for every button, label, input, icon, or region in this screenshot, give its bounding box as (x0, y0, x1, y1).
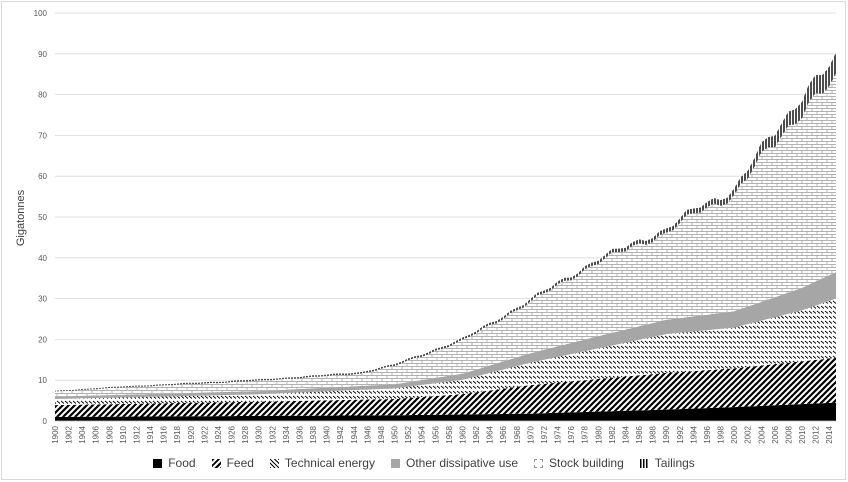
y-axis-label: Gigatonnes (15, 189, 27, 246)
y-tick-label: 80 (38, 91, 47, 100)
x-tick-label: 1966 (499, 425, 508, 443)
x-tick-label: 1982 (608, 425, 617, 443)
y-tick-label: 50 (38, 213, 47, 222)
x-tick-label: 1992 (676, 425, 685, 443)
x-tick-label: 2004 (757, 425, 766, 443)
x-tick-label: 1990 (662, 425, 671, 443)
legend-swatch (211, 459, 221, 469)
x-tick-label: 1970 (526, 425, 535, 443)
area-tailings (55, 52, 836, 392)
x-tick-label: 1930 (255, 425, 264, 443)
legend-label: Tailings (654, 455, 695, 470)
legend-item-stock-building: Stock building (534, 456, 624, 470)
legend-swatch (639, 459, 649, 469)
x-tick-label: 1932 (268, 425, 277, 443)
stacked-area-chart: 0 10 20 30 40 50 60 70 80 90 100 1900 1902 1904 1906 19… (15, 9, 836, 444)
y-tick-label: 60 (38, 172, 47, 181)
x-tick-label: 1976 (567, 425, 576, 443)
x-tick-label: 1926 (228, 425, 237, 443)
x-tick-label: 1968 (513, 425, 522, 443)
legend: Food Feed Technical energy Other dissipativ… (0, 455, 848, 470)
x-tick-label: 1952 (404, 425, 413, 443)
x-tick-label: 1944 (350, 425, 359, 443)
legend-label: Stock building (549, 455, 624, 470)
legend-label: Technical energy (284, 455, 375, 470)
x-tick-label: 1904 (78, 425, 87, 443)
area-stock-building (55, 73, 836, 397)
y-tick-label: 20 (38, 335, 47, 344)
x-tick-label: 1906 (92, 425, 101, 443)
legend-label: Food (168, 455, 196, 470)
x-tick-label: 1964 (486, 425, 495, 443)
x-tick-label: 2014 (825, 425, 834, 443)
legend-label: Other dissipative use (405, 455, 519, 470)
x-tick-label: 1938 (309, 425, 318, 443)
legend-item-food: Food (153, 455, 196, 470)
x-tick-label: 1994 (689, 425, 698, 443)
x-tick-label: 1918 (173, 425, 182, 443)
x-tick-label: 1954 (418, 425, 427, 443)
x-tick-label: 1974 (554, 425, 563, 443)
x-tick-label: 2010 (798, 425, 807, 443)
x-tick-label: 1972 (540, 425, 549, 443)
x-tick-label: 1946 (363, 425, 372, 443)
x-tick-label: 1942 (336, 425, 345, 443)
x-tick-label: 1958 (445, 425, 454, 443)
y-tick-label: 10 (38, 376, 47, 385)
y-tick-label: 40 (38, 254, 47, 263)
x-tick-label: 2006 (771, 425, 780, 443)
legend-item-tailings: Tailings (639, 455, 695, 470)
y-tick-label: 30 (38, 295, 47, 304)
x-tick-label: 1902 (65, 425, 74, 443)
legend-swatch (153, 459, 163, 469)
x-tick-label: 1940 (323, 425, 332, 443)
x-tick-label: 1924 (214, 425, 223, 443)
x-tick-label: 1986 (635, 425, 644, 443)
x-tick-label: 1948 (377, 425, 386, 443)
x-tick-label: 1936 (295, 425, 304, 443)
x-tick-label: 2002 (744, 425, 753, 443)
x-tick-label: 1988 (649, 425, 658, 443)
axes: 0 10 20 30 40 50 60 70 80 90 100 1900 1902 1904 1906 19… (34, 9, 836, 444)
series-areas (55, 52, 836, 421)
y-tick-label: 100 (34, 9, 48, 18)
y-tick-label: 70 (38, 131, 47, 140)
area-feed (55, 357, 836, 417)
x-tick-label: 1960 (458, 425, 467, 443)
x-tick-label: 1910 (119, 425, 128, 443)
legend-item-feed: Feed (211, 455, 254, 470)
x-tick-label: 1956 (431, 425, 440, 443)
x-tick-label: 1916 (160, 425, 169, 443)
legend-swatch (269, 459, 279, 469)
x-tick-label: 1996 (703, 425, 712, 443)
x-tick-label: 1928 (241, 425, 250, 443)
x-tick-label: 1984 (621, 425, 630, 443)
x-tick-label: 1920 (187, 425, 196, 443)
x-tick-label: 2000 (730, 425, 739, 443)
x-tick-label: 2012 (812, 425, 821, 443)
x-tick-label: 1914 (146, 425, 155, 443)
y-tick-label: 0 (43, 417, 48, 426)
x-tick-label: 2008 (784, 425, 793, 443)
legend-item-other-dissipative-use: Other dissipative use (390, 455, 519, 470)
legend-swatch (390, 459, 400, 469)
x-tick-label: 1922 (200, 425, 209, 443)
legend-label: Feed (226, 455, 254, 470)
x-tick-label: 1980 (594, 425, 603, 443)
y-tick-label: 90 (38, 50, 47, 59)
x-tick-label: 1912 (132, 425, 141, 443)
x-tick-label: 1950 (391, 425, 400, 443)
legend-swatch (534, 459, 544, 469)
x-tick-label: 1908 (105, 425, 114, 443)
area-food (55, 402, 836, 421)
x-tick-label: 1962 (472, 425, 481, 443)
area-technical-energy (55, 298, 836, 406)
legend-item-technical-energy: Technical energy (269, 455, 375, 470)
x-tick-label: 1978 (581, 425, 590, 443)
x-tick-label: 1934 (282, 425, 291, 443)
x-tick-label: 1998 (717, 425, 726, 443)
x-tick-label: 1900 (51, 425, 60, 443)
